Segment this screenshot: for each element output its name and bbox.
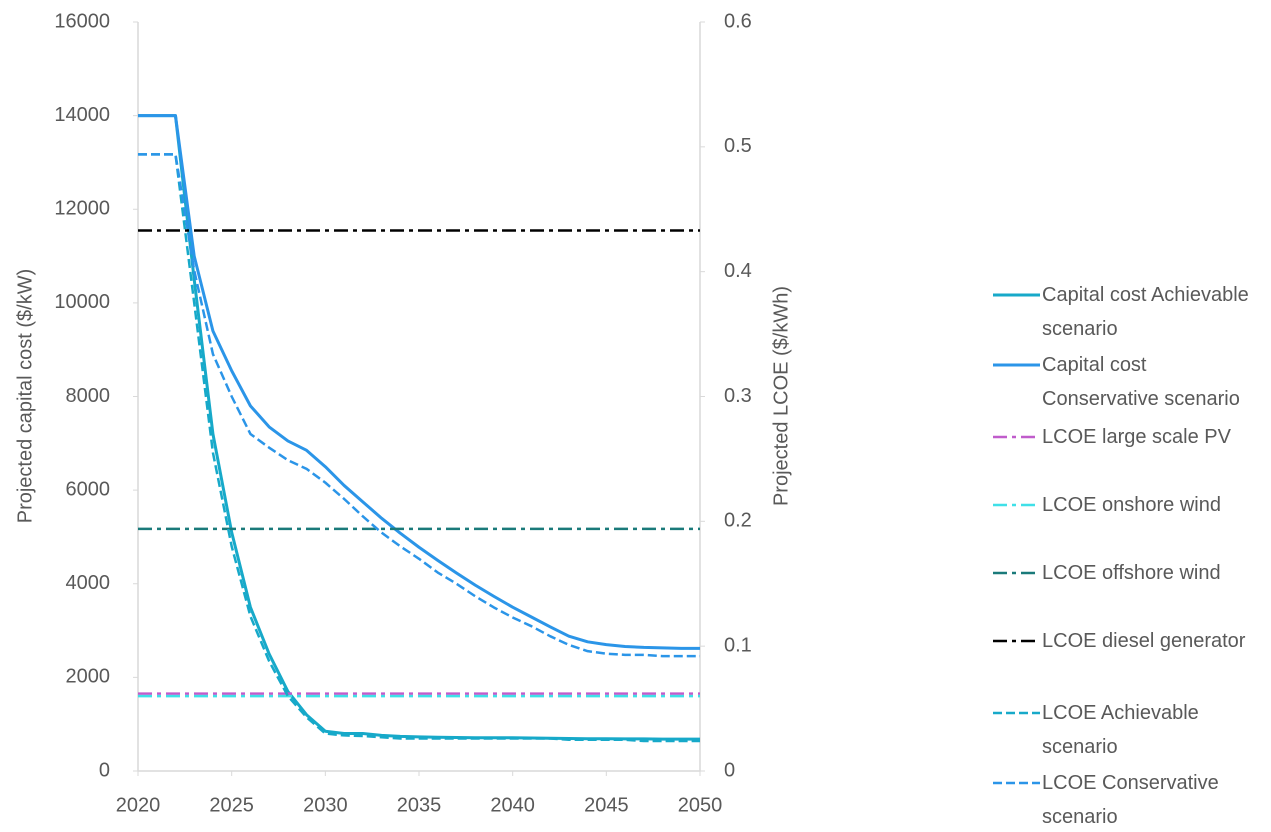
legend-swatch xyxy=(993,571,1040,575)
legend-item: Capital cost Conservative scenario xyxy=(990,352,1271,416)
legend-label: LCOE Achievable scenario xyxy=(1042,702,1199,758)
y-tick-label: 14000 xyxy=(54,104,110,126)
legend-item: LCOE diesel generator xyxy=(990,628,1271,658)
y2-tick-label: 0.5 xyxy=(724,135,752,157)
legend-label: LCOE offshore wind xyxy=(1042,562,1221,584)
legend-swatch xyxy=(993,363,1040,367)
y-tick-label: 6000 xyxy=(66,478,111,500)
legend-swatch xyxy=(993,503,1040,507)
y2-tick-label: 0 xyxy=(724,759,735,781)
x-tick-label: 2025 xyxy=(209,794,254,816)
legend-item: Capital cost Achievable scenario xyxy=(990,282,1271,346)
legend-item: LCOE offshore wind xyxy=(990,560,1271,590)
y-tick-label: 8000 xyxy=(66,385,111,407)
y-tick-label: 16000 xyxy=(54,10,110,32)
legend-swatch xyxy=(993,639,1040,643)
legend-label: LCOE large scale PV xyxy=(1042,426,1231,448)
y-tick-label: 0 xyxy=(99,759,110,781)
x-tick-label: 2020 xyxy=(116,794,161,816)
series-line xyxy=(138,153,700,743)
y-tick-label: 2000 xyxy=(66,666,111,688)
x-tick-label: 2035 xyxy=(397,794,442,816)
series-line xyxy=(138,114,700,650)
legend-item: LCOE Conservative scenario xyxy=(990,770,1271,832)
legend-swatch xyxy=(993,711,1040,715)
legend-swatch xyxy=(993,293,1040,297)
y-axis-label: Projected capital cost ($/kW) xyxy=(14,269,36,524)
series-line xyxy=(138,153,700,658)
legend-label: LCOE diesel generator xyxy=(1042,630,1246,652)
legend-label: Capital cost Conservative scenario xyxy=(1042,354,1240,410)
legend-swatch xyxy=(993,435,1040,439)
chart: Projected capital cost ($/kW) Projected … xyxy=(14,10,792,816)
x-tick-label: 2040 xyxy=(490,794,535,816)
legend-item: LCOE Achievable scenario xyxy=(990,700,1271,764)
y-tick-label: 10000 xyxy=(54,291,110,313)
legend-label: LCOE Conservative scenario xyxy=(1042,772,1219,828)
x-tick-label: 2045 xyxy=(584,794,629,816)
y2-tick-label: 0.4 xyxy=(724,260,752,282)
x-tick-label: 2030 xyxy=(303,794,348,816)
y2-tick-label: 0.3 xyxy=(724,385,752,407)
legend-item: LCOE large scale PV xyxy=(990,424,1271,454)
y-tick-label: 4000 xyxy=(66,572,111,594)
legend-label: LCOE onshore wind xyxy=(1042,494,1221,516)
legend-label: Capital cost Achievable scenario xyxy=(1042,284,1249,340)
y2-tick-label: 0.2 xyxy=(724,510,752,532)
y2-tick-label: 0.6 xyxy=(724,10,752,32)
x-tick-label: 2050 xyxy=(678,794,723,816)
y2-tick-label: 0.1 xyxy=(724,634,752,656)
legend-swatch xyxy=(993,781,1040,785)
y2-axis-label: Projected LCOE ($/kWh) xyxy=(770,286,792,506)
legend-item: LCOE onshore wind xyxy=(990,492,1271,522)
y-tick-label: 12000 xyxy=(54,198,110,220)
